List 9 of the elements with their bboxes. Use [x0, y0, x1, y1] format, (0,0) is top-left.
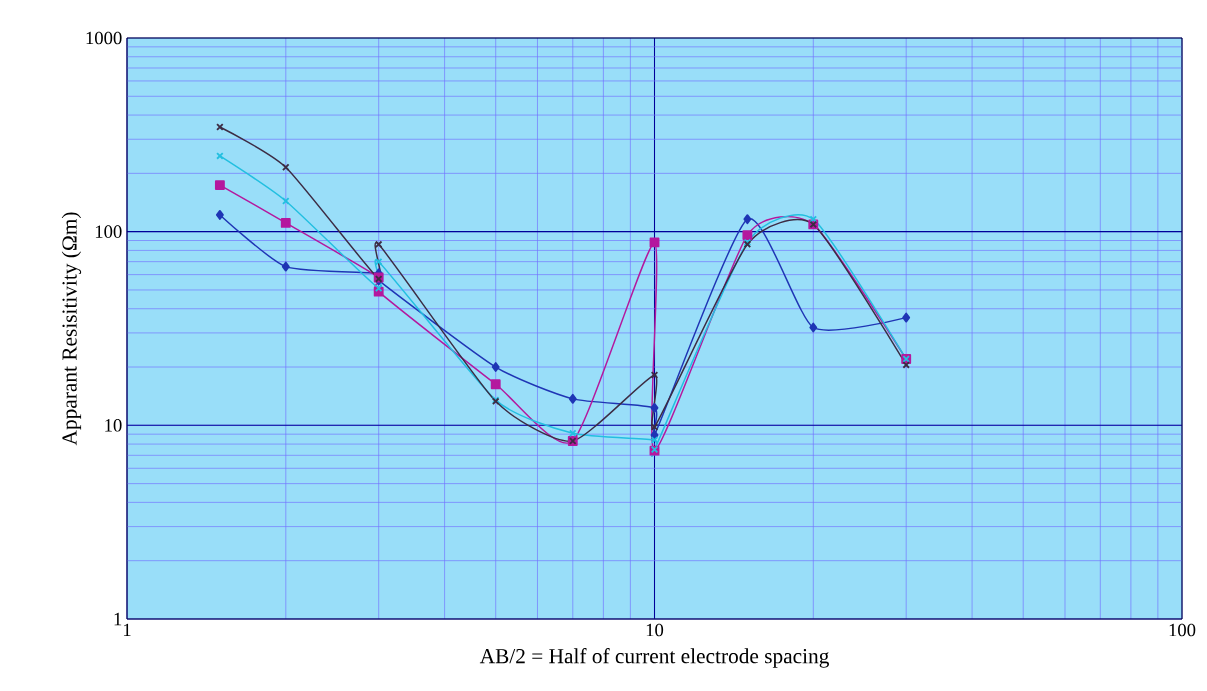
x-axis-title: AB/2 = Half of current electrode spacing [479, 648, 829, 668]
y-axis-title: Apparant Resisitivity (Ωm) [61, 212, 82, 446]
x-tick-label: 100 [1169, 623, 1196, 637]
y-tick-label: 10 [105, 419, 122, 432]
y-tick-label: 100 [95, 225, 122, 238]
x-tick-label: 10 [646, 623, 664, 637]
y-tick-label: 1000 [86, 31, 122, 45]
y-tick-label: 1 [114, 612, 122, 626]
x-tick-label: 1 [123, 623, 131, 637]
